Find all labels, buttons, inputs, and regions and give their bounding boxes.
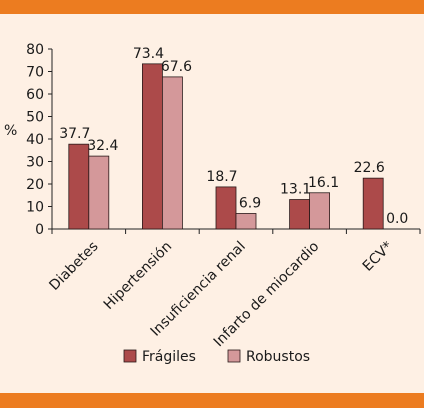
x-axis <box>51 228 421 234</box>
bar-robustos <box>235 213 257 230</box>
category-label: ECV* <box>360 239 396 275</box>
category-label: Hipertensión <box>101 239 175 313</box>
data-label: 6.9 <box>239 195 261 211</box>
data-label: 67.6 <box>161 59 192 75</box>
data-label: 0.0 <box>386 211 408 227</box>
legend-label: Robustos <box>246 349 310 365</box>
data-labels: 37.732.4 73.467.6 18.76.9 13.116.1 22.6 0.0 <box>59 46 408 227</box>
y-tick-label: 60 <box>26 87 44 103</box>
category-label: Diabetes <box>46 239 101 294</box>
legend-label: Frágiles <box>142 349 196 365</box>
y-tick-label: 20 <box>26 177 44 193</box>
bottom-accent-band <box>0 393 424 408</box>
data-label: 32.4 <box>87 138 118 154</box>
bar-fragiles <box>215 186 237 230</box>
data-label: 18.7 <box>206 169 237 185</box>
legend-swatch <box>123 349 137 363</box>
bars <box>68 63 384 230</box>
y-tick-label: 50 <box>26 110 44 126</box>
bar-robustos <box>309 192 331 230</box>
legend-swatch <box>227 349 241 363</box>
data-label: 73.4 <box>133 46 164 62</box>
y-axis: 0 10 20 30 40 50 60 70 80 <box>26 42 53 238</box>
bar-fragiles <box>141 63 163 230</box>
y-tick-label: 0 <box>35 222 44 238</box>
data-label: 13.1 <box>280 182 311 198</box>
y-tick-label: 80 <box>26 42 44 58</box>
y-tick-label: 30 <box>26 155 44 171</box>
bar-fragiles <box>289 199 311 230</box>
data-label: 37.7 <box>59 126 90 142</box>
legend: Frágiles Robustos <box>123 349 310 365</box>
y-tick-label: 10 <box>26 200 44 216</box>
bar-robustos <box>161 76 183 230</box>
data-label: 16.1 <box>308 175 339 191</box>
y-axis-label: % <box>4 123 17 139</box>
bar-fragiles <box>68 143 90 230</box>
bar-fragiles <box>362 177 384 230</box>
data-label: 22.6 <box>354 160 385 176</box>
top-accent-band <box>0 0 424 14</box>
y-tick-label: 40 <box>26 132 44 148</box>
y-tick-label: 70 <box>26 65 44 81</box>
bar-robustos <box>88 155 110 230</box>
